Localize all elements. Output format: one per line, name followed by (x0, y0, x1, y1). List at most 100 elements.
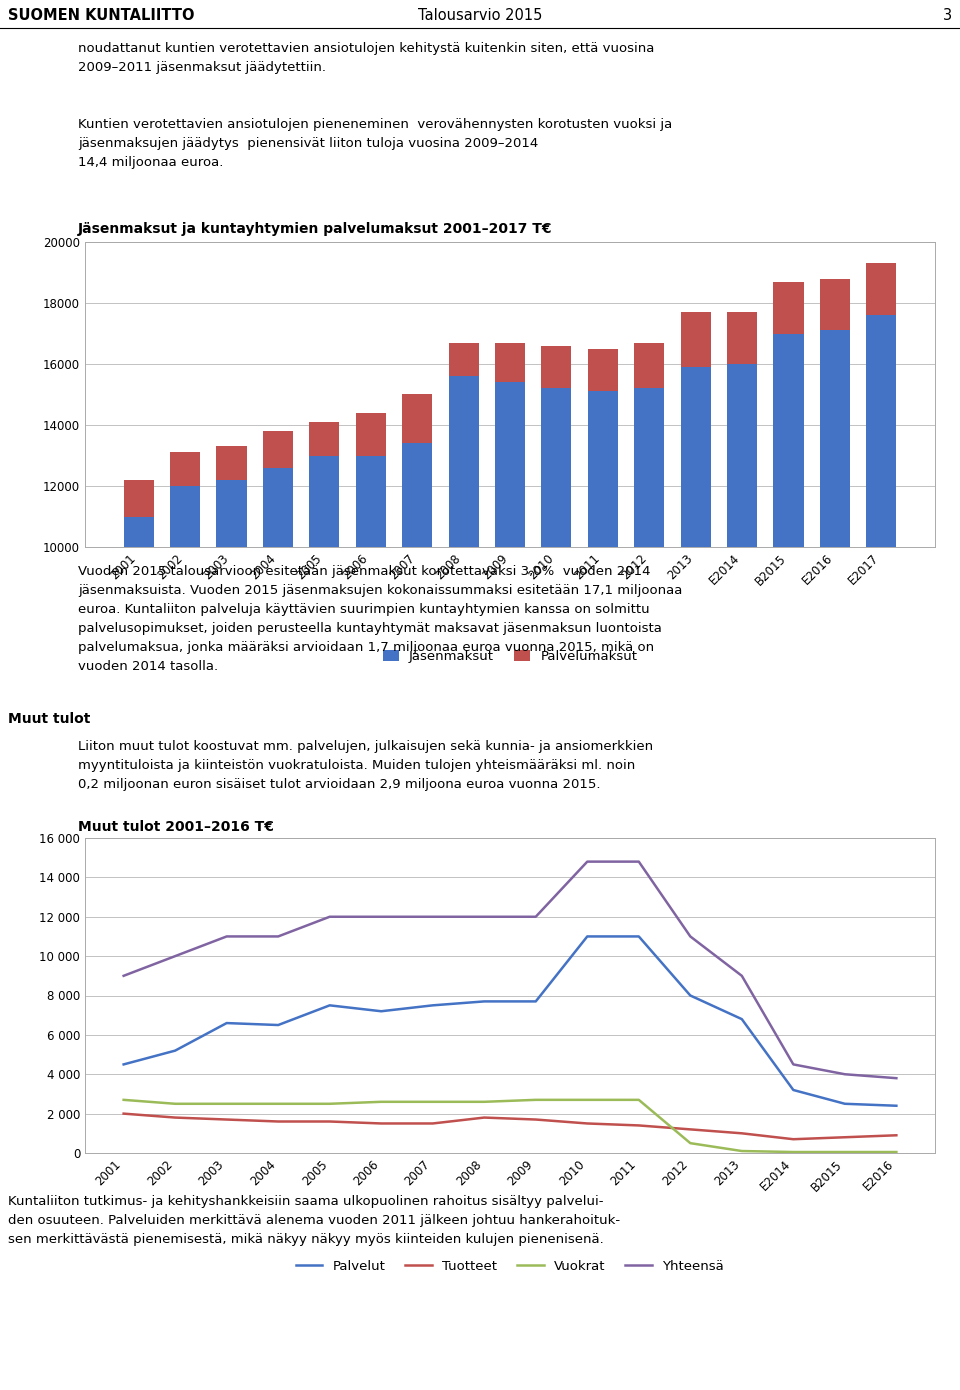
Vuokrat (530, 1091, 541, 1108)
Tuotteet (221, 1111, 232, 1127)
Yhteensä (684, 929, 696, 945)
Text: Kuntien verotettavien ansiotulojen pieneneminen  verovähennysten korotusten vuok: Kuntien verotettavien ansiotulojen piene… (78, 118, 672, 170)
Bar (866, 316, 897, 852)
Bar (124, 480, 154, 517)
Text: Liiton muut tulot koostuvat mm. palvelujen, julkaisujen sekä kunnia- ja ansiomer: Liiton muut tulot koostuvat mm. palveluj… (78, 739, 653, 791)
Text: Jäsenmaksut ja kuntayhtymien palvelumaksut 2001–2017 T€: Jäsenmaksut ja kuntayhtymien palvelumaks… (78, 222, 553, 236)
Palvelut (684, 987, 696, 1004)
Bar (588, 349, 618, 392)
Text: Talousarvio 2015: Talousarvio 2015 (418, 8, 542, 24)
Palvelut (169, 1042, 180, 1059)
Bar (356, 456, 386, 852)
Bar (774, 334, 804, 852)
Bar (216, 480, 247, 852)
Vuokrat (891, 1144, 902, 1161)
Bar (170, 453, 201, 486)
Tuotteet (375, 1115, 387, 1131)
Palvelut (118, 1056, 130, 1073)
Tuotteet (736, 1125, 748, 1141)
Bar (495, 343, 525, 382)
Yhteensä (787, 1056, 799, 1073)
Vuokrat (478, 1094, 490, 1111)
Text: 3: 3 (943, 8, 952, 24)
Text: SUOMEN KUNTALIITTO: SUOMEN KUNTALIITTO (8, 8, 195, 24)
Bar (216, 446, 247, 480)
Palvelut (891, 1098, 902, 1115)
Palvelut (324, 997, 335, 1013)
Tuotteet (273, 1113, 284, 1130)
Line: Tuotteet: Tuotteet (124, 1113, 897, 1140)
Bar (448, 377, 479, 852)
Legend: Palvelut, Tuotteet, Vuokrat, Yhteensä: Palvelut, Tuotteet, Vuokrat, Yhteensä (291, 1255, 730, 1279)
Tuotteet (582, 1115, 593, 1131)
Tuotteet (684, 1120, 696, 1137)
Tuotteet (324, 1113, 335, 1130)
Bar (495, 382, 525, 852)
Bar (356, 413, 386, 456)
Line: Yhteensä: Yhteensä (124, 862, 897, 1079)
Yhteensä (736, 967, 748, 984)
Text: Vuoden 2015 talousarvioon esitetään jäsenmaksut korotettavaksi 3,0%  vuoden 2014: Vuoden 2015 talousarvioon esitetään jäse… (78, 564, 683, 673)
Bar (263, 431, 293, 467)
Palvelut (839, 1095, 851, 1112)
Bar (635, 343, 664, 388)
Vuokrat (787, 1144, 799, 1161)
Palvelut (478, 992, 490, 1009)
Yhteensä (375, 909, 387, 926)
Bar (309, 456, 340, 852)
Yhteensä (427, 909, 439, 926)
Bar (866, 263, 897, 316)
Yhteensä (118, 967, 130, 984)
Vuokrat (273, 1095, 284, 1112)
Bar (727, 364, 757, 852)
Tuotteet (839, 1129, 851, 1145)
Tuotteet (478, 1109, 490, 1126)
Vuokrat (221, 1095, 232, 1112)
Tuotteet (169, 1109, 180, 1126)
Vuokrat (736, 1143, 748, 1159)
Palvelut (375, 1004, 387, 1020)
Palvelut (787, 1081, 799, 1098)
Yhteensä (633, 853, 644, 870)
Bar (681, 367, 710, 852)
Vuokrat (427, 1094, 439, 1111)
Bar (820, 331, 850, 852)
Bar (402, 443, 432, 852)
Text: noudattanut kuntien verotettavien ansiotulojen kehitystä kuitenkin siten, että v: noudattanut kuntien verotettavien ansiot… (78, 42, 655, 74)
Vuokrat (684, 1134, 696, 1151)
Palvelut (582, 929, 593, 945)
Bar (448, 343, 479, 377)
Vuokrat (169, 1095, 180, 1112)
Bar (541, 346, 571, 388)
Tuotteet (633, 1118, 644, 1134)
Bar (681, 313, 710, 367)
Vuokrat (582, 1091, 593, 1108)
Yhteensä (582, 853, 593, 870)
Vuokrat (633, 1091, 644, 1108)
Palvelut (427, 997, 439, 1013)
Bar (309, 423, 340, 456)
Bar (170, 486, 201, 852)
Legend: Jäsenmaksut, Palvelumaksut: Jäsenmaksut, Palvelumaksut (377, 645, 642, 669)
Text: Muut tulot 2001–2016 T€: Muut tulot 2001–2016 T€ (78, 820, 274, 834)
Vuokrat (839, 1144, 851, 1161)
Palvelut (273, 1016, 284, 1033)
Vuokrat (375, 1094, 387, 1111)
Bar (635, 388, 664, 852)
Yhteensä (221, 929, 232, 945)
Tuotteet (891, 1127, 902, 1144)
Vuokrat (118, 1091, 130, 1108)
Bar (774, 282, 804, 334)
Palvelut (633, 929, 644, 945)
Yhteensä (839, 1066, 851, 1083)
Yhteensä (891, 1070, 902, 1087)
Bar (727, 313, 757, 364)
Text: Muut tulot: Muut tulot (8, 712, 90, 726)
Tuotteet (427, 1115, 439, 1131)
Text: Kuntaliiton tutkimus- ja kehityshankkeisiin saama ulkopuolinen rahoitus sisältyy: Kuntaliiton tutkimus- ja kehityshankkeis… (8, 1195, 620, 1245)
Palvelut (530, 992, 541, 1009)
Tuotteet (530, 1111, 541, 1127)
Tuotteet (787, 1131, 799, 1148)
Line: Vuokrat: Vuokrat (124, 1099, 897, 1152)
Yhteensä (530, 909, 541, 926)
